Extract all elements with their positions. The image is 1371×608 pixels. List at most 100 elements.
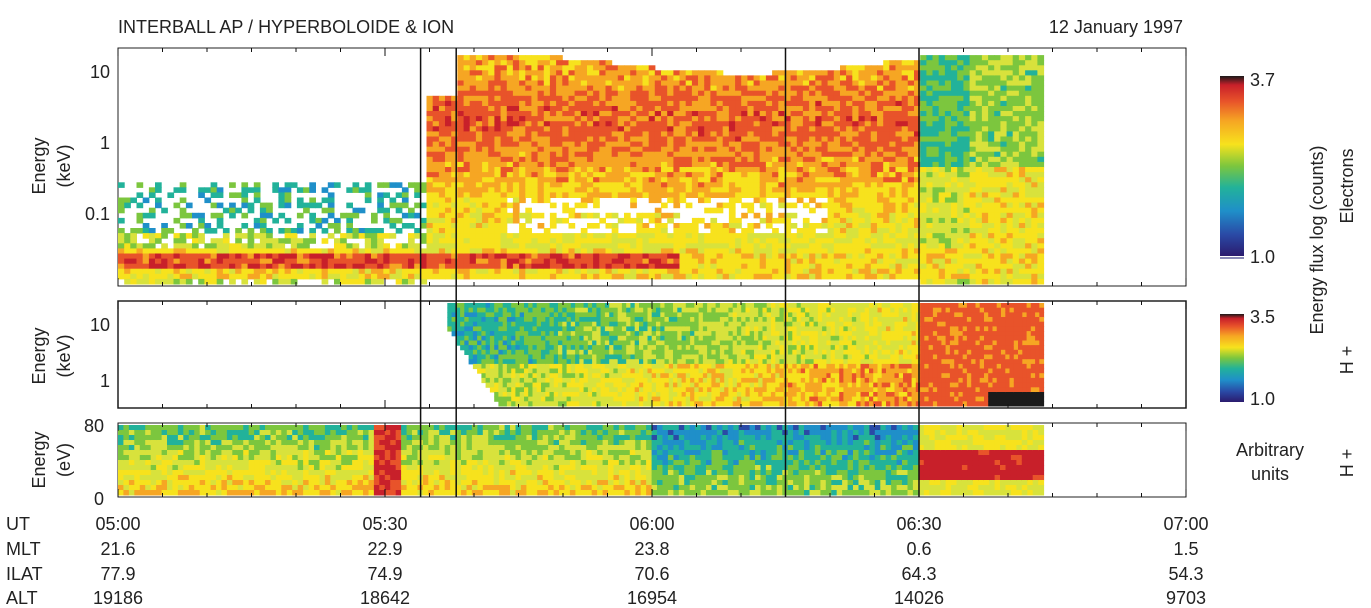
electron-cell (827, 243, 835, 249)
electron-cell (661, 268, 668, 275)
electron-cell (463, 136, 471, 143)
ion-cell (506, 340, 512, 346)
electron-cell (266, 228, 273, 234)
electron-cell (173, 187, 181, 193)
electron-cell (438, 268, 446, 275)
ion-cell (511, 377, 516, 384)
electron-cell (914, 100, 921, 107)
electron-cell (877, 273, 884, 280)
electron-cell (482, 161, 489, 168)
electron-cell (488, 116, 495, 122)
electron-cell (920, 55, 927, 61)
electron-cell (500, 263, 508, 270)
electron-cell (988, 116, 995, 122)
electron-cell (543, 116, 551, 122)
electron-cell (932, 116, 940, 122)
electron-cell (617, 111, 625, 117)
electron-cell (667, 136, 674, 143)
electron-cell (605, 85, 613, 92)
electron-cell (994, 192, 1001, 198)
electron-cell (624, 248, 631, 254)
electron-cell (858, 172, 866, 178)
electron-cell (938, 253, 946, 260)
electron-cell (944, 70, 952, 76)
electron-cell (969, 121, 977, 127)
electron-cell (420, 202, 428, 209)
ion-cell (494, 345, 499, 351)
electron-cell (827, 85, 835, 92)
electron-cell (963, 192, 971, 198)
electron-cell (753, 182, 761, 188)
electron-cell (796, 106, 804, 112)
electron-cell (704, 151, 711, 158)
electron-ytick-0.1: 0.1 (85, 204, 110, 224)
electron-cell (148, 207, 156, 214)
electron-cell (858, 106, 866, 112)
electron-cell (673, 238, 681, 244)
electron-cell (278, 243, 286, 249)
electron-cell (895, 65, 903, 71)
electron-cell (512, 126, 520, 132)
electron-cell (259, 278, 267, 285)
electron-cell (630, 85, 637, 92)
electron-cell (802, 95, 810, 102)
electron-cell (988, 177, 995, 183)
electron-cell (512, 80, 520, 87)
electron-cell (1025, 223, 1032, 229)
electron-cell (605, 187, 613, 193)
electron-cell (809, 131, 816, 137)
electron-cell (944, 187, 952, 193)
electron-cell (290, 248, 298, 254)
electron-cell (846, 146, 853, 153)
electron-cell (877, 106, 884, 112)
electron-cell (648, 268, 656, 275)
electron-cell (864, 243, 872, 249)
electron-cell (981, 126, 989, 132)
electron-cell (543, 233, 551, 239)
electron-cell (136, 192, 144, 198)
electron-cell (525, 80, 532, 87)
electron-cell (710, 177, 718, 183)
electron-cell (716, 141, 724, 148)
electron-cell (759, 233, 767, 239)
electron-cell (926, 55, 934, 61)
electron-cell (599, 146, 606, 153)
electron-cell (463, 233, 471, 239)
electron-cell (358, 278, 366, 285)
electron-cell (741, 202, 748, 209)
electron-cell (1037, 55, 1045, 61)
electron-cell (957, 238, 964, 244)
electron-cell (673, 121, 681, 127)
electron-cell (463, 95, 471, 102)
ion-cell (502, 373, 508, 379)
electron-cell (420, 248, 428, 254)
electron-cell (858, 65, 866, 71)
ion-cell (464, 326, 470, 332)
electron-cell (580, 248, 588, 254)
electron-cell (445, 207, 452, 214)
electron-cell (864, 172, 872, 178)
electron-cell (519, 65, 526, 71)
electron-cell (562, 60, 569, 66)
electron-cell (994, 207, 1001, 214)
electron-cell (179, 182, 187, 188)
electron-cell (833, 182, 841, 188)
electron-cell (846, 223, 853, 229)
electron-cell (778, 151, 785, 158)
electron-cell (883, 65, 890, 71)
electron-cell (451, 131, 458, 137)
electron-cell (642, 253, 650, 260)
electron-cell (247, 233, 255, 239)
electron-cell (148, 243, 156, 249)
electron-cell (938, 65, 946, 71)
electron-cell (642, 233, 650, 239)
electron-cell (796, 75, 804, 81)
electron-cell (938, 106, 946, 112)
electron-cell (562, 75, 569, 81)
electron-cell (710, 116, 718, 122)
electron-cell (531, 273, 539, 280)
electron-cell (698, 233, 705, 239)
electron-cell (926, 111, 934, 117)
electron-cell (815, 192, 822, 198)
electron-cell (630, 202, 637, 209)
